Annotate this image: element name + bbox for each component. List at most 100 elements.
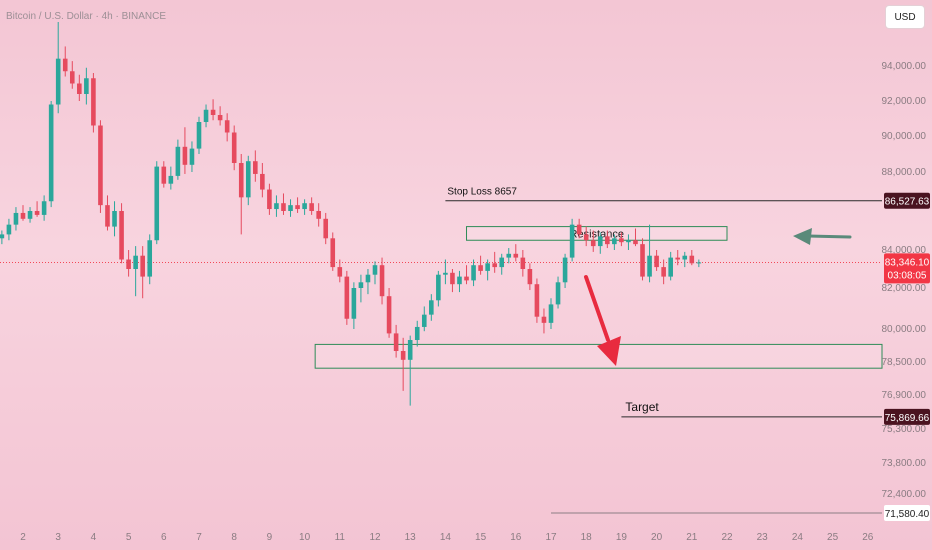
candle-body xyxy=(27,211,33,219)
x-tick-label: 16 xyxy=(510,532,522,543)
candle-body xyxy=(696,262,702,264)
candle-body xyxy=(443,272,448,275)
stop-loss-price-tag-label: 86,527.63 xyxy=(885,197,930,208)
target-price-tag-label: 75,869.66 xyxy=(885,413,930,424)
candle-body xyxy=(626,240,631,243)
candle-body xyxy=(464,276,469,281)
candle-body xyxy=(457,276,462,285)
symbol-title: Bitcoin / U.S. Dollar · 4h · BINANCE xyxy=(6,11,167,22)
candle-body xyxy=(309,203,314,211)
candle-body xyxy=(365,274,371,283)
y-tick-label: 90,000.00 xyxy=(882,131,927,142)
x-tick-label: 17 xyxy=(545,532,557,543)
candle-body xyxy=(590,240,596,247)
candle-body xyxy=(105,205,110,227)
candle-body xyxy=(527,269,533,285)
x-tick-label: 5 xyxy=(126,532,132,543)
red-arrow-shaft xyxy=(584,275,610,342)
red-arrow-head xyxy=(597,336,621,366)
y-tick-label: 80,000.00 xyxy=(882,324,927,335)
candle-body xyxy=(414,326,420,340)
candle-body xyxy=(562,257,568,283)
x-tick-label: 18 xyxy=(581,532,593,543)
y-tick-label: 92,000.00 xyxy=(882,96,927,107)
candle-body xyxy=(478,265,483,271)
x-tick-label: 24 xyxy=(792,532,804,543)
candle-body xyxy=(295,205,300,210)
candle-body xyxy=(647,255,652,277)
support-zone xyxy=(314,343,883,369)
y-tick-label: 73,800.00 xyxy=(882,458,927,469)
x-tick-label: 10 xyxy=(299,532,311,543)
candle-body xyxy=(633,240,638,245)
green-arrow xyxy=(793,228,852,245)
candle-body xyxy=(612,238,617,245)
candle-body xyxy=(288,205,293,211)
candle-body xyxy=(6,224,12,235)
y-tick-label: 72,400.00 xyxy=(882,489,927,500)
candle-body xyxy=(583,234,589,241)
currency-button[interactable]: USD xyxy=(885,5,925,29)
x-tick-label: 23 xyxy=(757,532,769,543)
y-tick-label: 75,300.00 xyxy=(882,424,927,435)
candle-body xyxy=(224,120,230,133)
y-tick-label: 82,000.00 xyxy=(882,283,927,294)
candle-body xyxy=(386,296,392,334)
candle-body xyxy=(372,265,378,275)
candle-body xyxy=(245,161,251,198)
x-tick-label: 6 xyxy=(161,532,167,543)
candle-body xyxy=(351,288,357,319)
x-tick-label: 4 xyxy=(91,532,97,543)
x-tick-label: 14 xyxy=(440,532,452,543)
candle-body xyxy=(189,148,195,165)
candle-body xyxy=(238,163,244,198)
x-tick-label: 11 xyxy=(335,532,346,543)
candle-body xyxy=(358,282,364,288)
candle-body xyxy=(161,166,167,184)
candle-body xyxy=(576,224,582,235)
candle-body xyxy=(605,236,610,245)
candle-body xyxy=(126,259,131,269)
candle-body xyxy=(506,253,512,258)
candle-body xyxy=(119,211,124,260)
stop-loss-label: Stop Loss 8657 xyxy=(447,187,517,198)
candle-body xyxy=(175,146,181,176)
y-tick-label: 94,000.00 xyxy=(882,61,927,72)
x-tick-label: 15 xyxy=(475,532,487,543)
candle-body xyxy=(499,257,505,268)
candle-body xyxy=(253,161,258,174)
candle-body xyxy=(569,224,575,258)
countdown-label: 03:08:05 xyxy=(888,270,927,281)
y-tick-label: 84,000.00 xyxy=(882,245,927,256)
candle-body xyxy=(316,211,321,219)
candle-body xyxy=(133,255,138,269)
candle-body xyxy=(77,83,82,94)
candle-body xyxy=(492,263,497,268)
x-tick-label: 2 xyxy=(20,532,26,543)
candle-body xyxy=(407,340,413,360)
candle-body xyxy=(513,253,519,258)
candle-body xyxy=(421,314,427,327)
x-tick-label: 7 xyxy=(196,532,202,543)
x-tick-label: 21 xyxy=(686,532,698,543)
stop-loss-price-tag xyxy=(884,192,930,209)
candle-body xyxy=(13,212,19,225)
levels-layer: Stop Loss 8657 86,527.63 Target 75,869.66 71… xyxy=(0,187,930,521)
y-tick-label: 88,000.00 xyxy=(882,167,927,178)
candle-body xyxy=(323,218,329,239)
x-tick-label: 13 xyxy=(405,532,417,543)
candle-body xyxy=(84,78,89,94)
x-tick-label: 26 xyxy=(862,532,874,543)
candle-body xyxy=(196,122,202,149)
candle-body xyxy=(182,146,188,165)
target-price-tag xyxy=(884,408,930,425)
candle-body xyxy=(62,58,68,72)
candle-body xyxy=(689,255,695,264)
price-axis: 94,000.00 92,000.00 90,000.00 88,000.00 84,0… xyxy=(882,61,930,500)
x-tick-label: 25 xyxy=(827,532,839,543)
candle-body xyxy=(450,272,455,285)
candle-body xyxy=(231,132,237,163)
candle-body xyxy=(140,255,145,277)
candle-body xyxy=(91,78,96,126)
